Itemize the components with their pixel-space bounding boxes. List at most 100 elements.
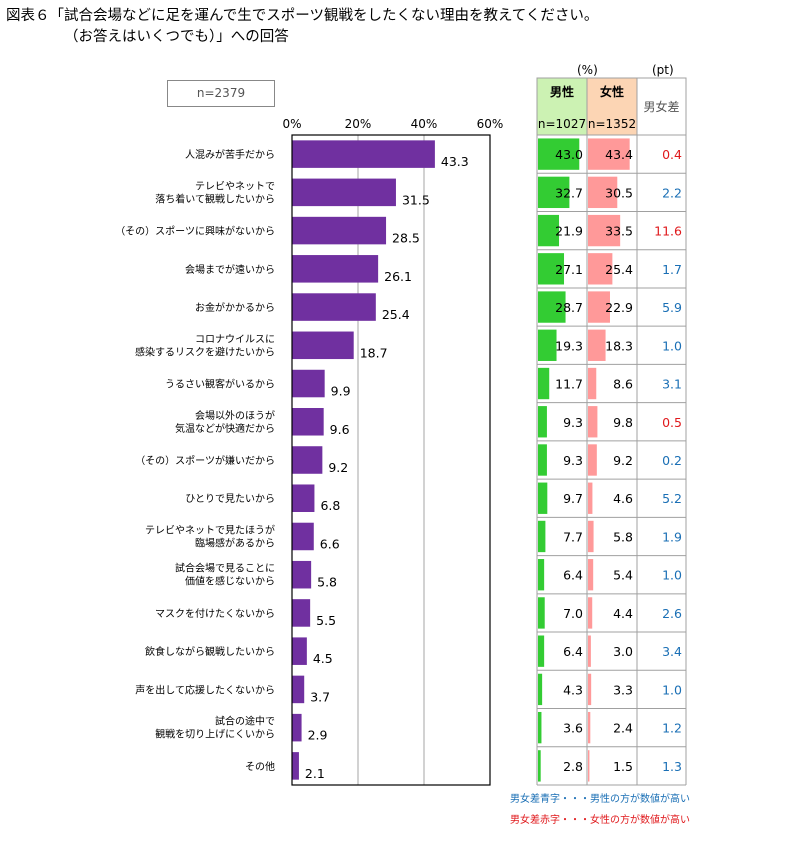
total-value-label: 5.5 xyxy=(316,613,336,628)
female-header-cell xyxy=(586,77,638,136)
male-bar xyxy=(538,750,541,782)
diff-value: 0.4 xyxy=(662,147,682,162)
category-label: 価値を感じないから xyxy=(185,575,275,588)
male-bar xyxy=(538,138,580,170)
category-label: 感染するリスクを避けたいから xyxy=(135,345,275,358)
legend-note-blue: 男女差青字・・・男性の方が数値が高い xyxy=(510,794,690,805)
female-bar xyxy=(588,138,630,170)
female-bar xyxy=(588,673,592,706)
female-bar xyxy=(588,482,593,514)
female-value: 25.4 xyxy=(605,262,633,277)
chart-title-line1: 図表６「試合会場などに足を運んで生でスポーツ観戦をしたくない理由を教えてください… xyxy=(6,8,599,24)
diff-value: 1.0 xyxy=(662,682,682,697)
diff-value: 11.6 xyxy=(654,224,682,239)
male-bar xyxy=(538,176,570,209)
female-bar xyxy=(588,444,597,476)
diff-header-cell xyxy=(636,77,687,136)
female-value: 22.9 xyxy=(605,300,633,315)
male-bar xyxy=(538,520,546,553)
male-value: 6.4 xyxy=(563,644,583,659)
total-bar xyxy=(292,216,387,245)
category-label: その他 xyxy=(245,760,275,773)
category-label: テレビやネットで xyxy=(195,180,275,192)
female-value: 3.3 xyxy=(613,682,633,697)
diff-value: 2.6 xyxy=(662,606,682,621)
male-bar xyxy=(538,597,545,629)
male-value: 9.3 xyxy=(563,453,583,468)
female-value: 4.4 xyxy=(613,606,633,621)
male-n-label: n=1027 xyxy=(538,117,586,131)
female-bar xyxy=(588,711,591,744)
total-value-label: 18.7 xyxy=(360,345,388,360)
female-value: 8.6 xyxy=(613,377,633,392)
female-value: 9.2 xyxy=(613,453,633,468)
category-label: 気温などが快適だから xyxy=(175,422,275,435)
total-value-label: 6.8 xyxy=(320,498,340,513)
female-header-label: 女性 xyxy=(600,84,624,99)
diff-value: 1.7 xyxy=(662,262,682,277)
female-value: 33.5 xyxy=(605,224,633,239)
male-value: 2.8 xyxy=(563,759,583,774)
male-bar xyxy=(538,406,547,438)
female-n-label: n=1352 xyxy=(588,117,636,131)
male-value: 43.0 xyxy=(555,147,583,162)
diff-value: 5.9 xyxy=(662,300,682,315)
category-label: テレビやネットで見たほうが xyxy=(145,523,275,536)
x-tick-label: 60% xyxy=(477,117,504,131)
category-label: マスクを付けたくないから xyxy=(155,607,275,620)
male-value: 6.4 xyxy=(563,568,583,583)
diff-value: 3.1 xyxy=(662,377,682,392)
total-value-label: 43.3 xyxy=(441,154,469,169)
total-value-label: 2.1 xyxy=(305,766,325,781)
diff-value: 2.2 xyxy=(662,185,682,200)
total-value-label: 31.5 xyxy=(402,192,430,207)
female-value: 43.4 xyxy=(605,147,633,162)
male-value: 7.0 xyxy=(563,606,583,621)
total-value-label: 25.4 xyxy=(382,307,410,322)
legend-note-red: 男女差赤字・・・女性の方が数値が高い xyxy=(510,815,690,826)
male-bar xyxy=(538,367,550,400)
male-bar xyxy=(538,329,557,361)
unit-pt: (pt) xyxy=(652,63,674,77)
total-bar xyxy=(292,484,315,512)
male-bar xyxy=(538,559,545,591)
category-label: 会場までが遠いから xyxy=(185,263,275,276)
female-value: 3.0 xyxy=(613,644,633,659)
male-bar xyxy=(538,444,547,476)
female-value: 18.3 xyxy=(605,338,633,353)
total-bar xyxy=(292,255,379,283)
category-label: ひとりで見たいから xyxy=(185,493,275,505)
female-bar xyxy=(588,291,610,323)
x-tick-label: 40% xyxy=(411,117,438,131)
female-value: 9.8 xyxy=(613,415,633,430)
female-bar xyxy=(588,214,621,247)
female-value: 5.8 xyxy=(613,529,633,544)
female-bar xyxy=(588,750,590,782)
diff-value: 0.2 xyxy=(662,453,682,468)
male-value: 11.7 xyxy=(555,377,583,392)
female-bar xyxy=(588,253,613,285)
total-bar xyxy=(292,675,305,704)
diff-value: 5.2 xyxy=(662,491,682,506)
total-bar xyxy=(292,713,302,742)
diff-value: 1.0 xyxy=(662,568,682,583)
diff-value: 1.3 xyxy=(662,759,682,774)
female-value: 4.6 xyxy=(613,491,633,506)
total-value-label: 2.9 xyxy=(308,728,328,743)
total-bar xyxy=(292,599,311,627)
total-value-label: 5.8 xyxy=(317,575,337,590)
total-bar xyxy=(292,293,376,321)
male-value: 28.7 xyxy=(555,300,583,315)
total-value-label: 3.7 xyxy=(310,689,330,704)
diff-value: 1.9 xyxy=(662,529,682,544)
total-value-label: 28.5 xyxy=(392,231,420,246)
male-value: 21.9 xyxy=(555,224,583,239)
diff-header-label: 男女差 xyxy=(643,99,679,114)
category-label: 声を出して応援したくないから xyxy=(135,683,275,696)
category-label: 試合の途中で xyxy=(215,715,275,728)
male-value: 3.6 xyxy=(563,721,583,736)
male-header-label: 男性 xyxy=(550,84,574,99)
total-bar xyxy=(292,446,323,474)
total-bar xyxy=(292,140,435,168)
female-bar xyxy=(588,597,593,629)
